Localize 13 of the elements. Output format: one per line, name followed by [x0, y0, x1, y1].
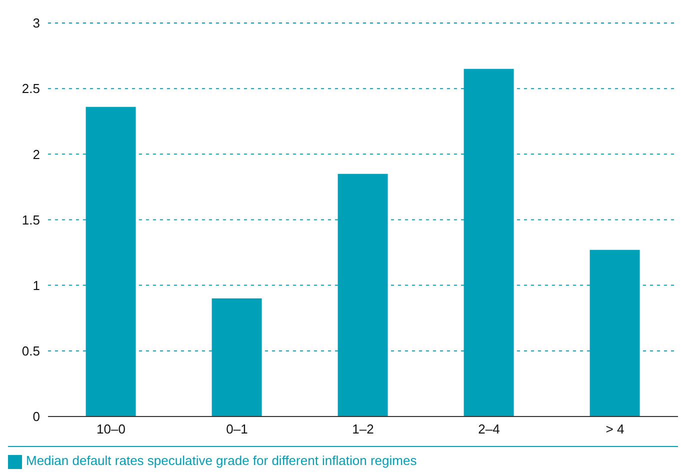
x-tick-label: 10–0 — [96, 422, 126, 437]
y-tick-label: 1 — [32, 278, 40, 293]
y-tick-label: 3 — [32, 16, 40, 31]
y-tick-label: 2.5 — [22, 81, 40, 96]
x-tick-label: 2–4 — [478, 422, 500, 437]
x-tick-label: 0–1 — [226, 422, 248, 437]
y-tick-label: 0 — [32, 409, 40, 424]
legend-label: Median default rates speculative grade for different inflation regimes — [26, 453, 417, 468]
x-tick-label: 1–2 — [352, 422, 374, 437]
y-tick-label: 0.5 — [22, 343, 40, 358]
y-tick-label: 2 — [32, 146, 40, 162]
x-tick-label: > 4 — [606, 422, 624, 437]
y-tick-label: 1.5 — [22, 212, 40, 228]
